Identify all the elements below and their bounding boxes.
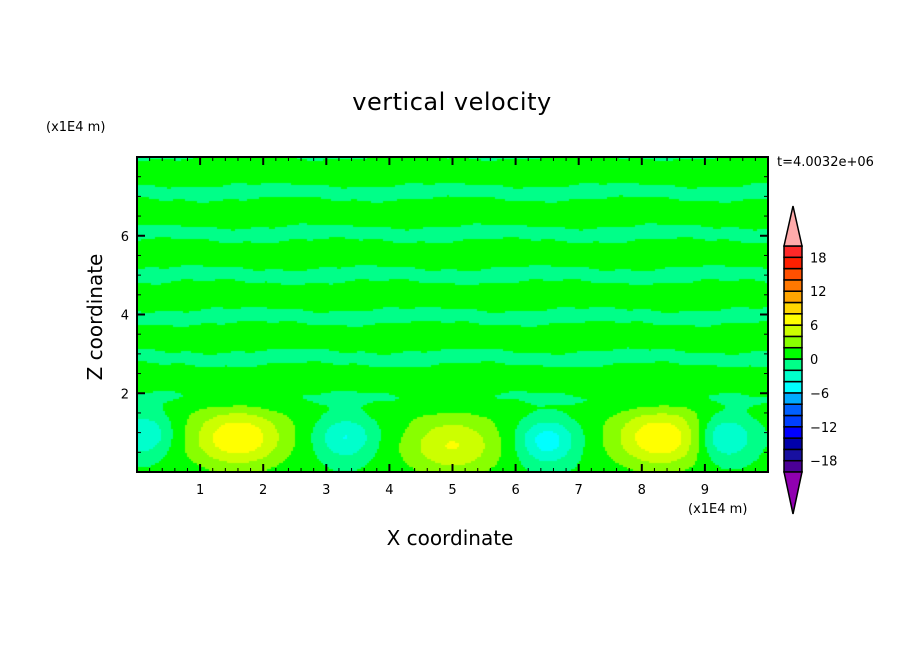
colorbar-tick-label: 12: [810, 285, 827, 300]
colorbar-box: [783, 426, 803, 439]
colorbar-tick-label: −6: [810, 387, 829, 402]
x-tick-label: 8: [638, 483, 646, 498]
x-axis-unit: (x1E4 m): [688, 502, 748, 517]
colorbar-box: [783, 358, 803, 372]
colorbar-box: [783, 245, 803, 259]
contour-field: [137, 157, 768, 472]
y-tick-label: 2: [121, 387, 129, 402]
colorbar-box: [783, 403, 803, 417]
colorbar-box: [783, 414, 803, 428]
colorbar-tick-label: −18: [810, 455, 837, 470]
colorbar-over-triangle: [783, 205, 803, 247]
colorbar-tick-label: 18: [810, 251, 827, 266]
colorbar-box: [783, 324, 803, 338]
colorbar-box: [783, 267, 803, 281]
y-axis-unit: (x1E4 m): [46, 120, 106, 135]
colorbar-tick-label: 0: [810, 353, 818, 368]
x-tick-label: 1: [196, 483, 204, 498]
x-tick-label: 6: [511, 483, 519, 498]
x-tick-label: 3: [322, 483, 330, 498]
colorbar-box: [783, 369, 803, 383]
y-tick-label: 4: [121, 309, 129, 324]
colorbar-box: [783, 459, 803, 473]
y-tick-label: 6: [121, 230, 129, 245]
colorbar-box: [783, 256, 803, 270]
x-tick-label: 5: [448, 483, 456, 498]
colorbar-box: [783, 313, 803, 326]
chart-title: vertical velocity: [352, 88, 552, 116]
x-tick-label: 4: [385, 483, 393, 498]
colorbar-box: [783, 279, 803, 292]
colorbar-box: [783, 380, 803, 394]
x-axis-label: X coordinate: [386, 526, 514, 550]
plot-frame: [136, 156, 769, 473]
colorbar-tick-label: −12: [810, 421, 837, 436]
colorbar-box: [783, 392, 803, 405]
x-tick-label: 2: [259, 483, 267, 498]
colorbar-box: [783, 437, 803, 451]
colorbar-under-triangle: [783, 471, 803, 515]
colorbar-tick-label: 6: [810, 319, 818, 334]
time-annotation: t=4.0032e+06: [777, 155, 874, 170]
colorbar-box: [783, 346, 803, 360]
x-tick-label: 9: [701, 483, 709, 498]
colorbar-box: [783, 290, 803, 304]
colorbar-box: [783, 448, 803, 462]
colorbar-box: [783, 335, 803, 349]
x-tick-label: 7: [575, 483, 583, 498]
colorbar-box: [783, 301, 803, 315]
